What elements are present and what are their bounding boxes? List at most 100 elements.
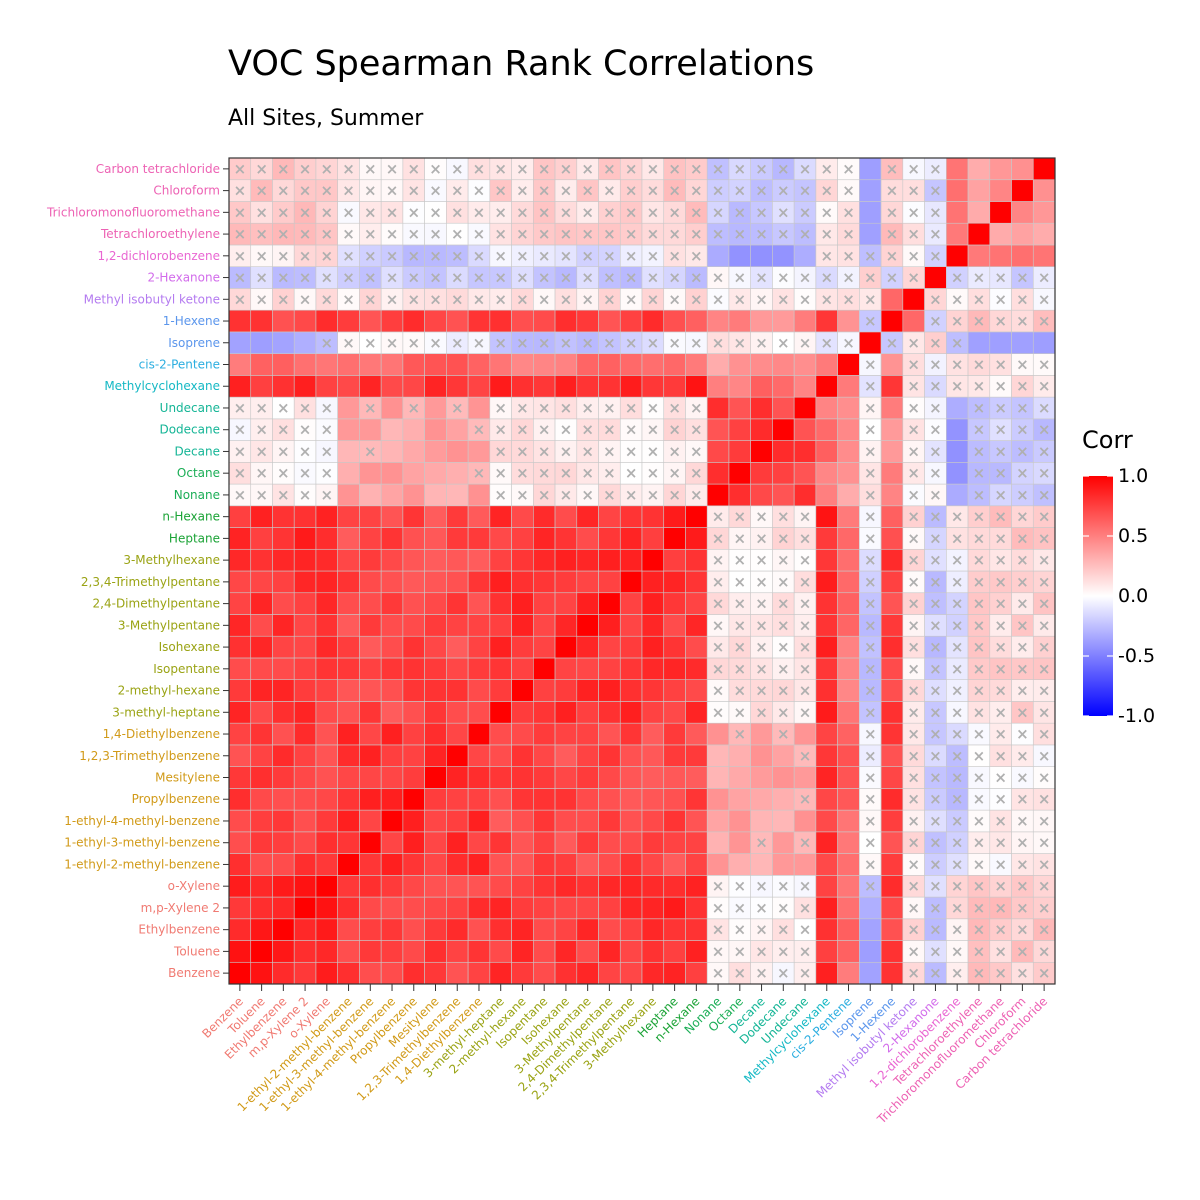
heatmap-cell xyxy=(598,592,621,615)
heatmap-cell xyxy=(337,766,360,789)
insignificant-marker: × xyxy=(951,312,964,330)
insignificant-marker: × xyxy=(625,269,638,287)
heatmap-cell xyxy=(337,592,360,615)
heatmap-cell xyxy=(315,809,338,833)
heatmap-cell xyxy=(641,548,665,572)
insignificant-marker: × xyxy=(755,616,768,634)
insignificant-marker: × xyxy=(1038,290,1051,308)
insignificant-marker: × xyxy=(864,682,877,700)
insignificant-marker: × xyxy=(668,203,681,221)
insignificant-marker: × xyxy=(1016,442,1029,460)
heatmap-cell xyxy=(337,853,360,876)
insignificant-marker: × xyxy=(364,442,377,460)
heatmap-cell xyxy=(946,396,969,420)
insignificant-marker: × xyxy=(907,769,920,787)
heatmap-cell xyxy=(424,375,447,398)
insignificant-marker: × xyxy=(907,573,920,591)
heatmap-cell xyxy=(815,896,838,920)
heatmap-cell xyxy=(837,614,860,637)
heatmap-cell xyxy=(250,875,273,898)
insignificant-marker: × xyxy=(864,464,877,482)
y-tick-label: Methylcyclohexane xyxy=(104,379,220,393)
heatmap-cell xyxy=(228,592,252,615)
insignificant-marker: × xyxy=(603,247,616,265)
y-tick-label: cis-2-Pentene xyxy=(139,358,220,372)
y-tick-label: Undecane xyxy=(160,401,220,415)
heatmap-cell xyxy=(793,722,817,746)
heatmap-cell xyxy=(228,679,252,702)
heatmap-cell xyxy=(272,896,295,920)
heatmap-cell xyxy=(228,875,252,898)
insignificant-marker: × xyxy=(451,269,464,287)
heatmap-cell xyxy=(489,918,512,941)
insignificant-marker: × xyxy=(820,290,833,308)
heatmap-cell xyxy=(293,331,317,354)
insignificant-marker: × xyxy=(516,247,529,265)
insignificant-marker: × xyxy=(234,421,247,439)
insignificant-marker: × xyxy=(951,529,964,547)
heatmap-cell xyxy=(880,918,904,941)
heatmap-cell xyxy=(576,527,599,550)
insignificant-marker: × xyxy=(668,442,681,460)
heatmap-cell xyxy=(793,853,817,876)
insignificant-marker: × xyxy=(473,225,486,243)
heatmap-cell xyxy=(272,353,295,376)
heatmap-cell xyxy=(663,570,686,594)
insignificant-marker: × xyxy=(951,834,964,852)
heatmap-cell xyxy=(489,570,512,594)
heatmap-cell xyxy=(1011,179,1034,202)
heatmap-cell xyxy=(228,505,252,528)
heatmap-cell xyxy=(250,657,273,680)
insignificant-marker: × xyxy=(734,942,747,960)
legend-tick-label: 0.0 xyxy=(1118,585,1149,607)
insignificant-marker: × xyxy=(516,225,529,243)
insignificant-marker: × xyxy=(342,247,355,265)
insignificant-marker: × xyxy=(973,529,986,547)
insignificant-marker: × xyxy=(820,334,833,352)
insignificant-marker: × xyxy=(668,182,681,200)
insignificant-marker: × xyxy=(907,725,920,743)
insignificant-marker: × xyxy=(799,508,812,526)
insignificant-marker: × xyxy=(907,682,920,700)
heatmap-cell xyxy=(619,657,643,680)
insignificant-marker: × xyxy=(690,290,703,308)
heatmap-cell xyxy=(685,722,708,746)
heatmap-cell xyxy=(337,701,360,724)
insignificant-marker: × xyxy=(1016,464,1029,482)
insignificant-marker: × xyxy=(864,834,877,852)
insignificant-marker: × xyxy=(647,486,660,504)
heatmap-cell xyxy=(250,766,273,789)
insignificant-marker: × xyxy=(734,877,747,895)
heatmap-cell xyxy=(228,722,252,746)
insignificant-marker: × xyxy=(994,616,1007,634)
insignificant-marker: × xyxy=(560,225,573,243)
heatmap-cell xyxy=(337,309,360,333)
insignificant-marker: × xyxy=(1038,616,1051,634)
heatmap-cell xyxy=(837,635,860,659)
heatmap-cell xyxy=(815,853,838,876)
heatmap-cell xyxy=(554,831,578,854)
insignificant-marker: × xyxy=(625,203,638,221)
heatmap-cell xyxy=(489,875,512,898)
heatmap-cell xyxy=(359,418,382,441)
heatmap-cell xyxy=(533,353,556,376)
heatmap-cell xyxy=(815,744,838,767)
heatmap-cell xyxy=(880,853,904,876)
insignificant-marker: × xyxy=(625,182,638,200)
insignificant-marker: × xyxy=(907,399,920,417)
heatmap-cell xyxy=(380,440,404,463)
y-tick-label: Heptane xyxy=(169,531,220,545)
insignificant-marker: × xyxy=(799,203,812,221)
heatmap-cell xyxy=(815,462,838,485)
insignificant-marker: × xyxy=(994,877,1007,895)
heatmap-cell xyxy=(1032,222,1056,246)
heatmap-cell xyxy=(467,657,491,680)
insignificant-marker: × xyxy=(255,442,268,460)
heatmap-cell xyxy=(750,788,773,811)
heatmap-cell xyxy=(815,527,838,550)
insignificant-marker: × xyxy=(907,964,920,982)
heatmap-cell xyxy=(967,157,991,181)
heatmap-cell xyxy=(359,788,382,811)
heatmap-cell xyxy=(402,592,425,615)
insignificant-marker: × xyxy=(625,486,638,504)
